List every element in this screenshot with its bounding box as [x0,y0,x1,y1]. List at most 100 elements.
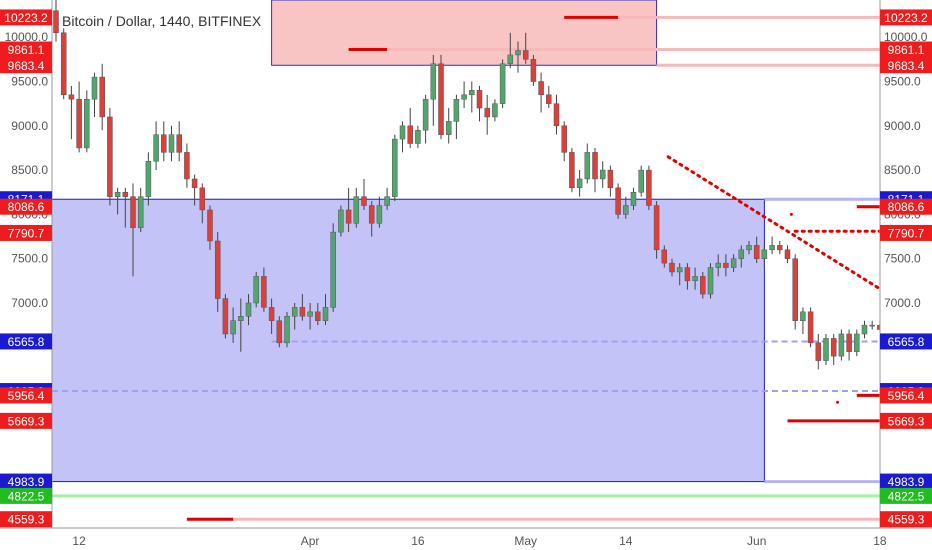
candle-up [738,249,745,259]
candle-up [399,125,406,140]
levels-layer [52,15,896,521]
level-price-label: 5956.4 [888,389,925,403]
candle-down [553,103,560,127]
level-price-label: 9683.4 [8,59,45,73]
candle-down [476,90,483,109]
candle-down [546,94,552,104]
candle-down [615,187,621,215]
left-axis[interactable]: 7000.07500.08000.08500.09000.09500.01000… [0,0,53,528]
level-price-label: 10223.2 [4,11,48,25]
candle-down [184,152,190,180]
candle-up [507,54,514,65]
right-axis[interactable]: 7000.07500.08000.08500.09000.09500.01000… [879,0,932,528]
level-price-tag [880,9,932,26]
candle-down [99,76,105,118]
candle-down [207,209,213,242]
blue-zone [51,198,765,483]
candle-down [130,196,136,228]
candle-down [522,50,529,60]
candle-up [730,258,737,268]
candles-layer [53,0,891,383]
candle-up [576,178,583,189]
candle-down [107,116,113,197]
candle-down [68,94,75,100]
level-price-tag [880,473,932,490]
candle-down [191,178,198,189]
candle-down [777,245,783,251]
candle-up [392,138,398,197]
candle-up [422,98,429,131]
level-price-tag [880,41,932,58]
candle-up [291,307,298,317]
candle-up [584,152,591,180]
candle-up [415,129,421,144]
candle-down [561,125,567,153]
candle-up [869,324,875,327]
candle-down [53,10,59,34]
candle-down [653,205,660,251]
candle-down [361,196,367,206]
level-price-tag [0,9,52,26]
level-price-tag [0,473,52,490]
candle-up [715,262,721,268]
candle-up [492,103,498,118]
level-price-tag [0,511,52,528]
candle-up [823,338,829,361]
candle-down [299,307,306,317]
y-tick-label: 8500.0 [11,163,48,177]
candle-down [846,333,852,352]
candle-down [815,342,822,361]
y-tick-label: 7000.0 [11,296,48,310]
x-tick-label: 18 [873,534,887,548]
candle-down [438,63,444,135]
candle-up [245,302,252,317]
y-tick-label: 9500.0 [884,75,921,89]
level-price-label: 8086.6 [8,200,45,214]
candle-up [384,196,390,206]
candle-up [861,324,868,335]
candle-down [830,338,837,357]
candle-up [145,160,152,197]
level-price-label: 7790.7 [888,226,925,240]
candle-up [84,98,90,149]
level-price-label: 4822.5 [8,489,45,503]
candle-down [646,169,652,206]
candle-down [723,262,729,268]
candle-down [607,169,614,189]
candle-down [700,276,706,295]
level-price-label: 5669.3 [8,414,45,428]
level-price-tag [0,198,52,215]
level-price-label: 4983.9 [888,475,925,489]
candle-up [330,231,336,308]
y-tick-label: 8500.0 [884,163,921,177]
left-axis-bg [0,0,52,528]
red-dot-marker [836,400,840,404]
candle-down [176,134,182,153]
level-price-tag [0,41,52,58]
level-price-label: 4983.9 [8,475,45,489]
level-price-label: 4822.5 [888,489,925,503]
level-price-label: 9861.1 [8,43,45,57]
candle-down [661,249,668,264]
candle-down [753,245,760,259]
red-zone [271,0,658,66]
time-axis[interactable]: 12 Apr 16 May 14 Jun 18 [0,527,932,548]
y-tick-label: 7500.0 [884,252,921,266]
candle-up [746,245,752,251]
level-price-tag [0,487,52,504]
candle-up [692,276,698,282]
y-tick-label: 9000.0 [884,119,921,133]
candle-up [469,90,475,96]
y-tick-label: 9000.0 [11,119,48,133]
candle-up [638,169,644,193]
level-price-tag [880,511,932,528]
candle-up [707,267,714,295]
level-price-label: 8086.6 [888,200,925,214]
candle-up [91,76,98,100]
level-price-label: 6565.8 [888,335,925,349]
candle-up [676,267,683,273]
candle-up [630,191,637,206]
level-price-tag [880,224,932,241]
x-tick-label: 16 [411,534,425,548]
